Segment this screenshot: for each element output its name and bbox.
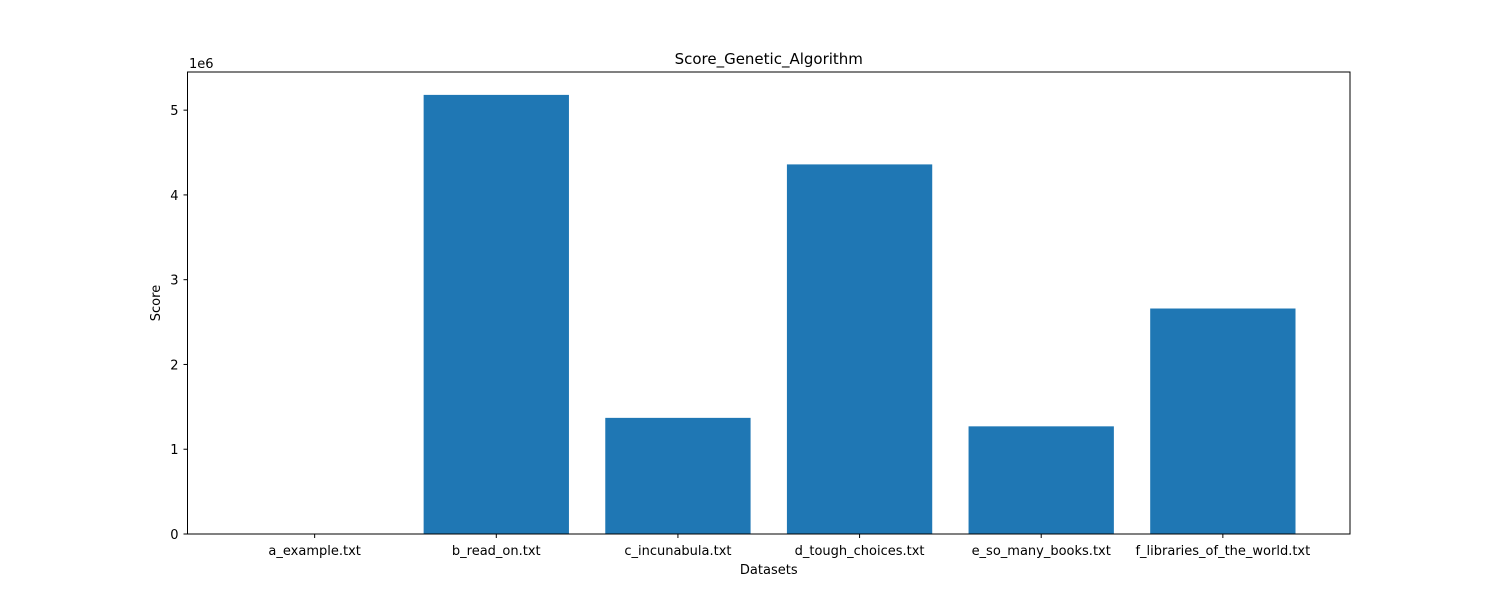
x-tick-label-2: c_incunabula.txt: [624, 544, 731, 559]
bar-4: [969, 426, 1114, 534]
x-tick-label-5: f_libraries_of_the_world.txt: [1135, 544, 1310, 559]
bar-3: [787, 164, 932, 534]
y-tick-label-4: 4: [170, 189, 178, 204]
bar-5: [1150, 309, 1295, 534]
bars-layer: [242, 95, 1296, 534]
bar-2: [605, 418, 750, 534]
y-tick-label-5: 5: [170, 104, 178, 119]
x-axis: a_example.txt b_read_on.txt c_incunabula.t…: [268, 534, 1310, 559]
x-tick-label-1: b_read_on.txt: [452, 544, 541, 559]
y-tick-label-2: 2: [170, 358, 178, 373]
y-tick-label-3: 3: [170, 274, 178, 289]
y-axis-label: Score: [149, 285, 164, 321]
x-axis-label: Datasets: [740, 563, 798, 578]
x-tick-label-3: d_tough_choices.txt: [795, 544, 925, 559]
y-tick-label-0: 0: [170, 528, 178, 543]
chart-title: Score_Genetic_Algorithm: [675, 50, 863, 69]
y-axis-scale-label: 1e6: [189, 57, 214, 72]
y-tick-label-1: 1: [170, 443, 178, 458]
x-tick-label-4: e_so_many_books.txt: [972, 544, 1111, 559]
bar-1: [424, 95, 569, 534]
y-axis: 0 1 2 3 4 5: [170, 104, 187, 543]
x-tick-label-0: a_example.txt: [268, 544, 360, 559]
